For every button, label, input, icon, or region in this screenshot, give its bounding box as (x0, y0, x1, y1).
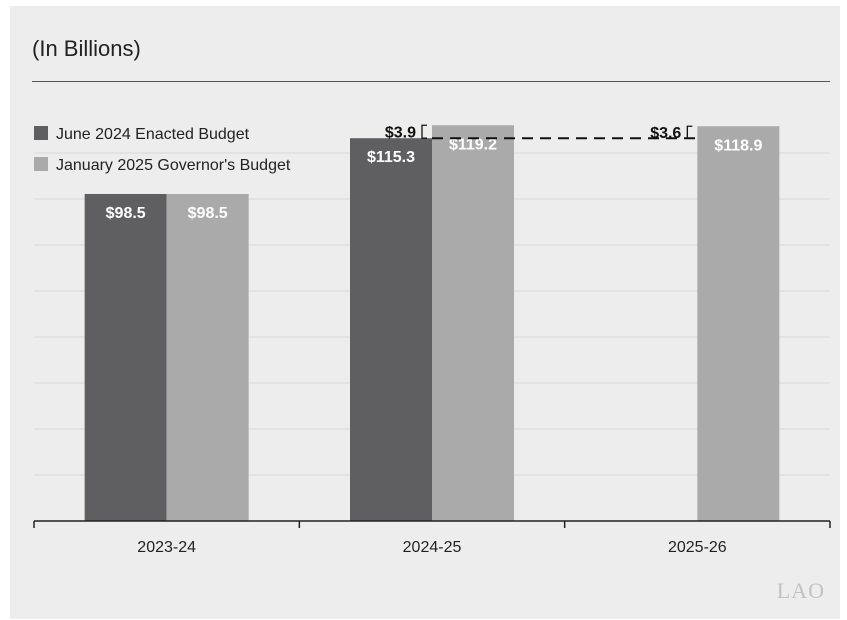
x-tick-label: 2024-25 (403, 539, 462, 556)
legend-label: January 2025 Governor's Budget (56, 157, 291, 174)
difference-bracket (421, 124, 427, 139)
bar-data-label: $118.9 (714, 137, 762, 154)
legend: June 2024 Enacted Budget January 2025 Gov… (34, 126, 291, 174)
bar-data-label: $98.5 (106, 205, 146, 222)
bar (432, 125, 514, 522)
subtitle-rule (32, 81, 830, 82)
x-axis: 2023-24 2024-25 2025-26 (33, 520, 831, 556)
bar-data-label: $119.2 (449, 136, 497, 153)
legend-swatch (34, 157, 48, 171)
bar (84, 193, 167, 522)
chart-subtitle: (In Billions) (32, 36, 141, 61)
difference-bracket (686, 125, 693, 139)
bar (697, 126, 780, 521)
bars: $98.5 $98.5 $115.3 $119.2 $118.9 (84, 125, 780, 522)
bar-data-label: $98.5 (188, 205, 228, 222)
bar (166, 193, 249, 522)
bar-data-label: $115.3 (367, 149, 415, 166)
legend-swatch (34, 126, 48, 140)
x-tick-label: 2025-26 (668, 539, 727, 556)
legend-label: June 2024 Enacted Budget (56, 126, 250, 143)
lao-logo: LAO (776, 578, 825, 603)
difference-label: $3.6 (650, 125, 681, 142)
bar (350, 138, 432, 522)
annotations: $3.9 $3.6 (385, 124, 698, 142)
difference-label: $3.9 (385, 125, 416, 142)
x-tick-label: 2023-24 (137, 539, 196, 556)
